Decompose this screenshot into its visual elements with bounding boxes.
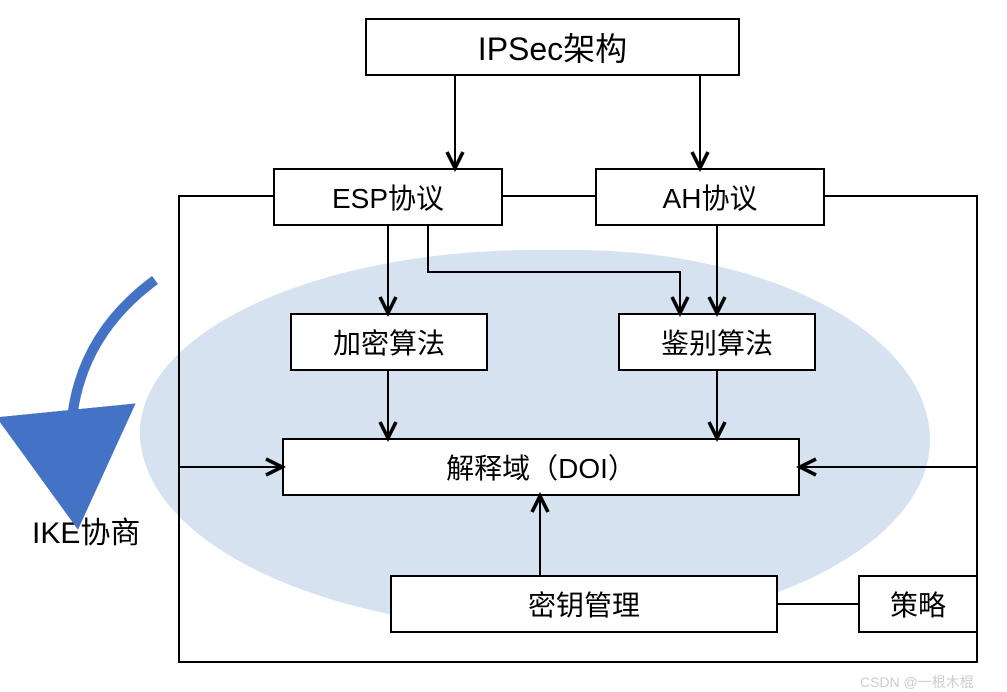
node-doi: 解释域（DOI） — [282, 438, 800, 496]
node-policy: 策略 — [858, 575, 978, 633]
ike-label-text: IKE协商 — [32, 517, 140, 550]
watermark-text: CSDN @一根木棍 — [860, 674, 974, 690]
node-auth: 鉴别算法 — [618, 313, 816, 371]
node-ah: AH协议 — [595, 168, 825, 226]
node-ah-label: AH协议 — [663, 177, 758, 217]
node-esp: ESP协议 — [273, 168, 503, 226]
watermark: CSDN @一根木棍 — [860, 672, 974, 692]
node-ipsec: IPSec架构 — [365, 18, 740, 76]
node-keymgmt-label: 密钥管理 — [528, 584, 640, 624]
node-ipsec-label: IPSec架构 — [478, 24, 627, 70]
node-encrypt: 加密算法 — [290, 313, 488, 371]
node-policy-label: 策略 — [890, 584, 946, 624]
node-keymgmt: 密钥管理 — [390, 575, 778, 633]
ike-label: IKE协商 — [32, 508, 140, 552]
node-doi-label: 解释域（DOI） — [446, 447, 636, 487]
node-esp-label: ESP协议 — [332, 177, 444, 217]
node-auth-label: 鉴别算法 — [661, 322, 773, 362]
node-encrypt-label: 加密算法 — [333, 322, 445, 362]
